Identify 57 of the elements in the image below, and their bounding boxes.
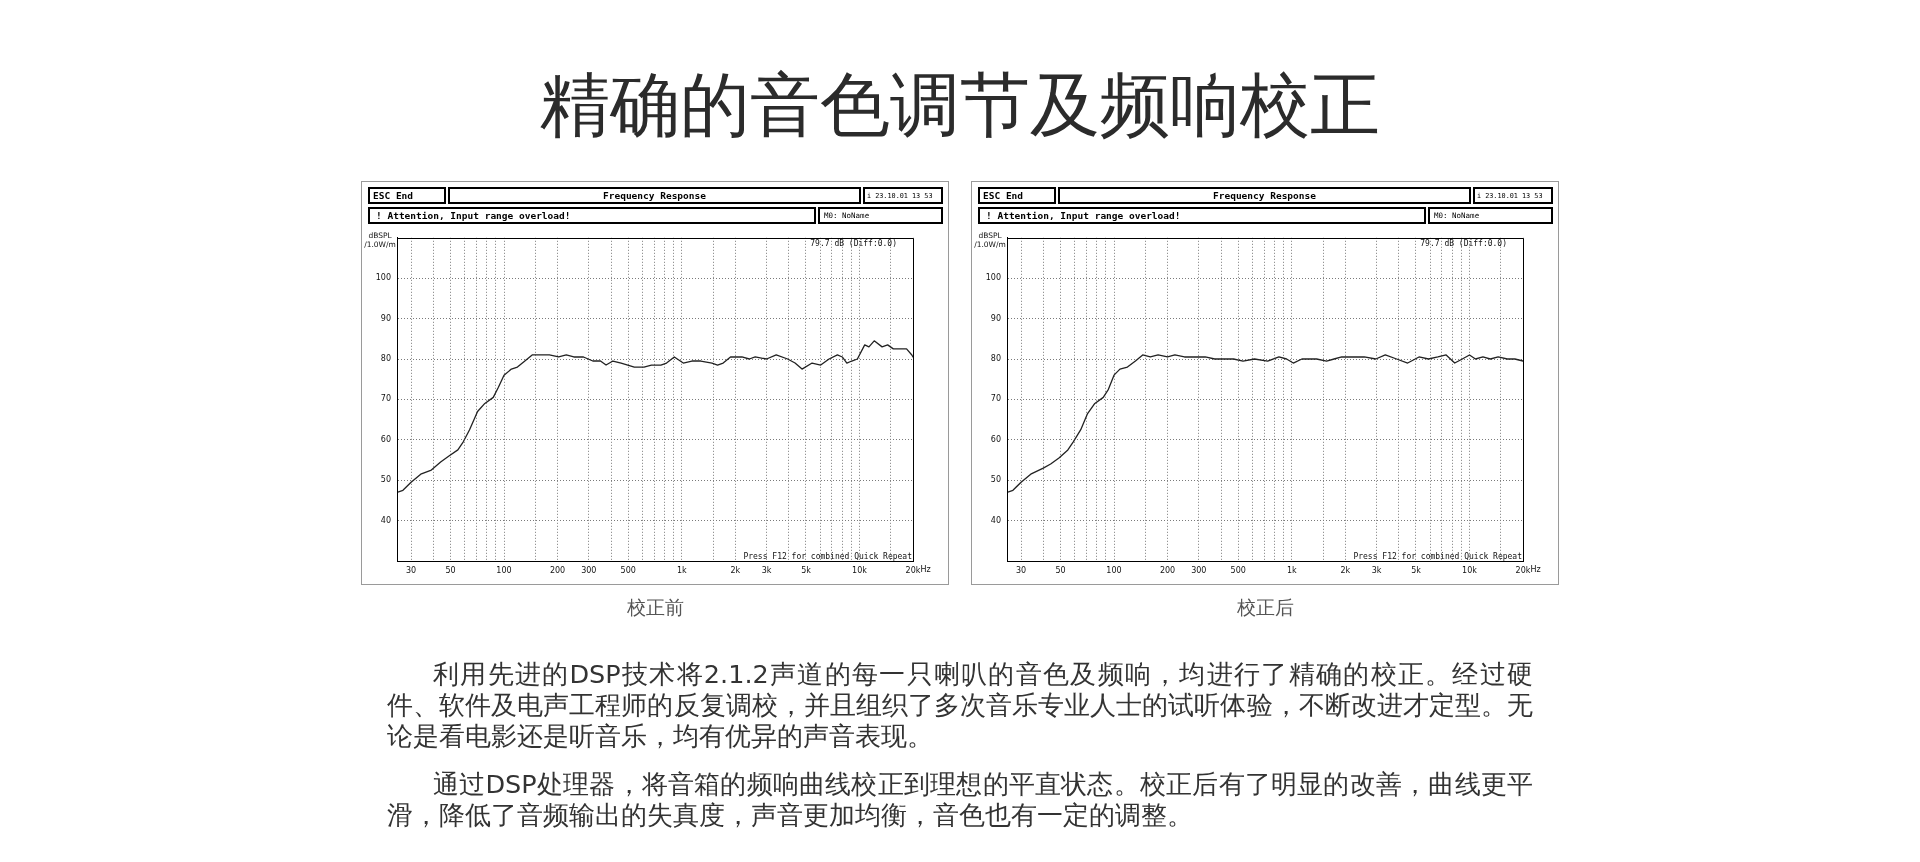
x-tick-label: 1k — [676, 565, 687, 575]
x-tick-label: 30 — [405, 565, 417, 575]
text: 通过DSP处理器，将音箱的频响曲线校正到理想的平直状态。校正后有了明显的改善，曲线更平滑，降低了音频输出的失真度，声音更加均衡，音色也有一定的调整。 — [387, 769, 1533, 830]
y-tick-label: 80 — [990, 354, 1001, 364]
text: 利用先进的DSP技术将2.1.2声道的每一只喇叭的音色及频响，均进行了精确的校正。经过硬件、软件及电声工程师的反复调校，并且组织了多次音乐专业人士的试听体验，不断改进才定型。无论是看电影还是听音乐，均有优异的声音表现。 — [387, 659, 1533, 751]
y-tick-label: 70 — [380, 394, 391, 404]
message-field: ! Attention, Input range overload! — [368, 207, 816, 224]
x-tick-label: 5k — [1411, 565, 1422, 575]
title-field: Frequency Response — [1058, 187, 1471, 204]
x-tick-label: 200 — [549, 565, 566, 575]
x-tick-label: 50 — [1055, 565, 1066, 575]
annotation: 79.7 dB (Diff:0.0) — [810, 239, 897, 248]
command-field: ESC End — [978, 187, 1056, 204]
x-tick-label: 100 — [496, 565, 512, 575]
x-tick-label: 10k — [1462, 565, 1478, 575]
x-tick-label: 1k — [1286, 565, 1297, 575]
x-tick-label: 3k — [761, 565, 772, 575]
x-tick-label: 200 — [1159, 565, 1176, 575]
chart-title: Frequency Response — [603, 190, 706, 201]
x-tick-label: 20k — [905, 565, 921, 575]
command-field: ESC End — [368, 187, 446, 204]
chart-title: Frequency Response — [1213, 190, 1316, 201]
x-tick-label: 500 — [620, 565, 636, 575]
x-axis-title: Hz — [920, 565, 931, 575]
x-tick-label: 100 — [1106, 565, 1122, 575]
annotation: 79.7 dB (Diff:0.0) — [1420, 239, 1507, 248]
x-tick-label: 10k — [852, 565, 868, 575]
x-tick-label: 500 — [1230, 565, 1246, 575]
text: 校正前 — [626, 596, 684, 618]
y-tick-label: 40 — [990, 515, 1001, 525]
x-tick-label: 2k — [1340, 565, 1351, 575]
y-tick-label: 70 — [990, 394, 1001, 404]
annotation: Press F12 for combined Quick Repeat — [1353, 552, 1522, 561]
x-tick-label: 5k — [801, 565, 812, 575]
text: 精确的音色调节及频响校正 — [540, 64, 1380, 146]
y-tick-label: 100 — [985, 273, 1001, 283]
message-field: ! Attention, Input range overload! — [978, 207, 1426, 224]
title-field: Frequency Response — [448, 187, 861, 204]
x-tick-label: 2k — [730, 565, 741, 575]
y-tick-label: 50 — [380, 475, 391, 485]
x-tick-label: 3k — [1371, 565, 1382, 575]
y-tick-label: 40 — [380, 515, 391, 525]
y-tick-label: 100 — [375, 273, 391, 283]
x-tick-label: 300 — [1191, 565, 1207, 575]
x-tick-label: 30 — [1015, 565, 1027, 575]
annotation: Press F12 for combined Quick Repeat — [743, 552, 912, 561]
x-tick-label: 20k — [1515, 565, 1531, 575]
y-tick-label: 90 — [380, 313, 391, 323]
text: 校正后 — [1236, 596, 1294, 618]
x-tick-label: 50 — [445, 565, 456, 575]
y-tick-label: 50 — [990, 475, 1001, 485]
x-axis-title: Hz — [1530, 565, 1541, 575]
y-tick-label: 60 — [990, 434, 1001, 444]
x-tick-label: 300 — [581, 565, 597, 575]
y-tick-label: 90 — [990, 313, 1001, 323]
y-tick-label: 60 — [380, 434, 391, 444]
y-tick-label: 80 — [380, 354, 391, 364]
